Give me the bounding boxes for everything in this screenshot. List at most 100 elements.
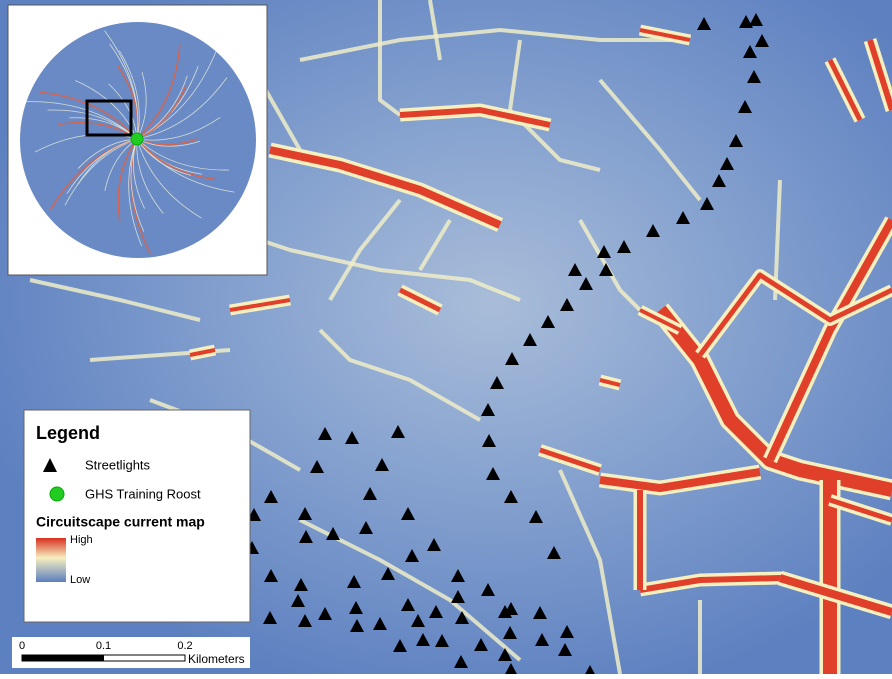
streetlight: [363, 487, 377, 500]
corridor: [698, 272, 892, 357]
streetlight: [264, 490, 278, 503]
streetlight: [676, 211, 690, 224]
weak-corridor: [318, 328, 481, 422]
streetlight: [568, 263, 582, 276]
corridor: [229, 298, 291, 312]
streetlight: [294, 578, 308, 591]
weak-corridor: [29, 278, 201, 322]
inset-corridor: [118, 50, 140, 140]
streetlight: [560, 298, 574, 311]
streetlight: [697, 17, 711, 30]
streetlight: [646, 224, 660, 237]
streetlight: [739, 15, 753, 28]
scale-label: 0: [19, 640, 25, 652]
streetlight: [490, 376, 504, 389]
corridor: [654, 305, 892, 497]
streetlight: [298, 614, 312, 627]
corridor: [778, 574, 892, 616]
streetlight: [401, 507, 415, 520]
streetlight: [474, 638, 488, 651]
streetlight: [560, 625, 574, 638]
streetlight: [720, 157, 734, 170]
inset-corridor: [136, 138, 164, 214]
corridor: [766, 218, 892, 462]
corridor: [189, 348, 216, 357]
streetlight: [504, 602, 518, 615]
weak-corridor: [289, 248, 521, 302]
streetlight: [482, 434, 496, 447]
inset-corridor: [39, 91, 138, 140]
ramp-high: High: [70, 534, 93, 546]
scale-box: [12, 637, 250, 668]
weak-corridor: [378, 0, 402, 117]
weak-corridor: [328, 198, 402, 302]
inset-corridor: [75, 80, 138, 140]
streetlight: [743, 45, 757, 58]
corridor: [539, 447, 601, 473]
weak-corridor: [598, 78, 702, 202]
streetlight: [481, 583, 495, 596]
streetlight: [359, 521, 373, 534]
corridor: [639, 308, 681, 332]
streetlight: [617, 240, 631, 253]
streetlight: [533, 606, 547, 619]
streetlight: [401, 598, 415, 611]
current-network: [29, 0, 892, 675]
corridor: [399, 107, 551, 128]
streetlight: [429, 605, 443, 618]
inset-corridor: [136, 77, 228, 140]
streetlight: [579, 277, 593, 290]
streetlight: [451, 569, 465, 582]
streetlight: [558, 643, 572, 656]
streetlight: [504, 490, 518, 503]
streetlight: [599, 263, 613, 276]
corridor: [827, 58, 863, 122]
corridor: [829, 497, 892, 523]
legend: Legend Streetlights GHS Training Roost C…: [23, 409, 251, 623]
inset-corridor: [128, 138, 142, 247]
streetlight: [541, 315, 555, 328]
weak-corridor: [299, 27, 690, 62]
streetlight: [326, 527, 340, 540]
weak-corridor: [507, 39, 601, 172]
legend-box: [23, 409, 251, 623]
streetlight: [391, 425, 405, 438]
streetlight: [347, 575, 361, 588]
weak-corridor: [418, 218, 452, 272]
streetlight: [747, 70, 761, 83]
streetlight: [481, 403, 495, 416]
streetlight: [350, 619, 364, 632]
streetlight: [435, 634, 449, 647]
streetlight: [298, 507, 312, 520]
streetlight: [529, 510, 543, 523]
inset-extent: [85, 99, 133, 137]
streetlight: [411, 614, 425, 627]
streetlight: [264, 569, 278, 582]
streetlight: [486, 467, 500, 480]
streetlight: [700, 197, 714, 210]
inset-corridor: [136, 85, 187, 140]
streetlight: [535, 633, 549, 646]
legend-label: Streetlights: [85, 457, 151, 472]
streetlight: [504, 663, 518, 676]
streetlight: [503, 626, 517, 639]
streetlight: [393, 639, 407, 652]
streetlight: [373, 617, 387, 630]
legend-circle: [49, 486, 65, 502]
corridor: [398, 287, 442, 313]
streetlight: [381, 567, 395, 580]
streetlight: [451, 590, 465, 603]
scale-unit: Kilometers: [188, 652, 245, 666]
streetlight: [349, 601, 363, 614]
streetlight: [416, 633, 430, 646]
inset-corridor: [104, 30, 139, 140]
inset-roost: [130, 132, 144, 146]
corridor: [639, 28, 691, 42]
inset-corridor: [136, 44, 181, 140]
streetlight: [291, 594, 305, 607]
inset-corridor: [136, 138, 202, 219]
weak-corridor: [558, 469, 622, 675]
corridor: [599, 378, 621, 387]
